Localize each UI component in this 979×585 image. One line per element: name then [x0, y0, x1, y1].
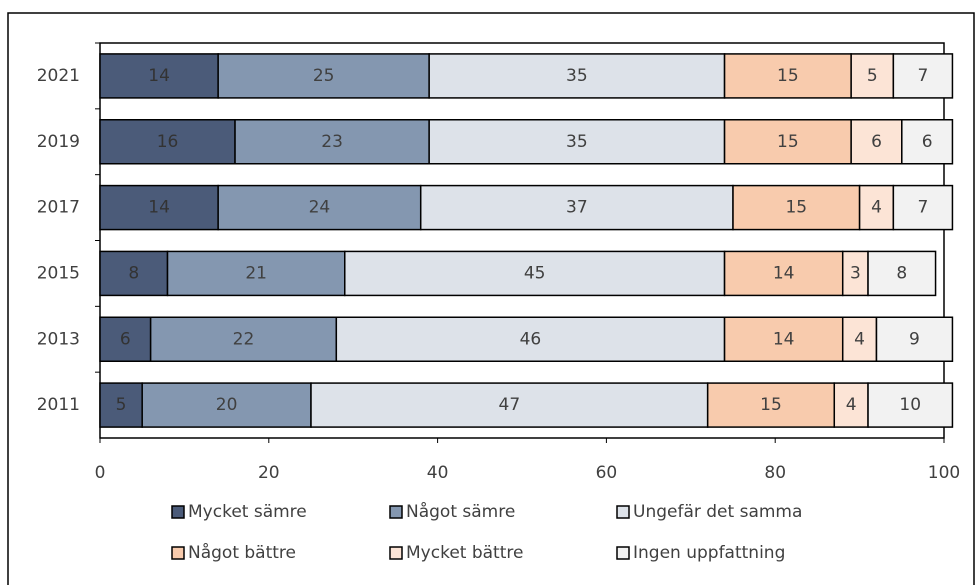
data-label: 7 — [917, 66, 928, 86]
data-label: 24 — [309, 198, 331, 218]
data-label: 14 — [773, 263, 795, 283]
x-tick-label: 60 — [596, 463, 618, 483]
y-tick-label: 2017 — [37, 198, 80, 218]
data-label: 45 — [524, 263, 546, 283]
y-tick-label: 2019 — [37, 132, 80, 152]
data-label: 14 — [148, 66, 170, 86]
bar-segment — [217, 53, 430, 99]
bar-segment — [841, 316, 878, 362]
bar-segment — [867, 382, 954, 428]
legend-swatch — [171, 546, 185, 560]
y-tick-label: 2021 — [37, 66, 80, 86]
data-label: 4 — [846, 395, 857, 415]
legend-swatch — [616, 505, 630, 519]
data-label: 15 — [785, 198, 807, 218]
data-label: 25 — [313, 66, 335, 86]
bar-segment — [149, 316, 338, 362]
legend-label: Något sämre — [406, 501, 515, 522]
legend-label: Ungefär det samma — [633, 502, 802, 522]
bar-segment — [732, 184, 861, 231]
legend-label: Mycket bättre — [406, 543, 523, 563]
bar-segment — [99, 184, 219, 231]
data-label: 14 — [773, 329, 795, 349]
data-label: 23 — [321, 132, 343, 152]
bar-segment — [99, 53, 219, 99]
legend-label: Mycket sämre — [188, 502, 307, 522]
data-label: 7 — [917, 198, 928, 218]
bar-segment — [99, 250, 169, 297]
bar-segment — [841, 250, 869, 297]
bar-segment — [867, 250, 937, 297]
data-label: 3 — [850, 263, 861, 283]
data-label: 8 — [128, 263, 139, 283]
bar-segment — [428, 53, 726, 99]
bar-segment — [892, 184, 954, 231]
bar-segment — [335, 316, 726, 362]
data-label: 46 — [520, 329, 542, 349]
legend-swatch — [389, 546, 403, 560]
data-label: 15 — [777, 132, 799, 152]
data-label: 35 — [566, 66, 588, 86]
bar-segment — [141, 382, 312, 428]
y-tick-label: 2011 — [37, 395, 80, 415]
data-label: 37 — [566, 198, 588, 218]
legend-label: Ingen uppfattning — [633, 543, 785, 563]
data-label: 20 — [216, 395, 238, 415]
bar-segment — [99, 382, 143, 428]
bar-segment — [723, 316, 844, 362]
bar-segment — [892, 53, 954, 99]
x-tick-label: 80 — [764, 463, 786, 483]
bar-segment — [310, 382, 709, 428]
legend-label: Något bättre — [188, 542, 296, 563]
bar-segment — [901, 119, 954, 165]
bar-segment — [875, 316, 954, 362]
data-label: 6 — [120, 329, 131, 349]
x-tick-label: 40 — [427, 463, 449, 483]
data-label: 5 — [116, 395, 127, 415]
data-label: 4 — [871, 198, 882, 218]
data-label: 4 — [854, 329, 865, 349]
chart-frame — [7, 12, 975, 585]
y-tick-label: 2015 — [37, 263, 80, 283]
data-label: 6 — [922, 132, 933, 152]
data-label: 21 — [245, 263, 267, 283]
data-label: 47 — [499, 395, 521, 415]
bar-segment — [723, 250, 844, 297]
data-label: 15 — [777, 66, 799, 86]
data-label: 22 — [233, 329, 255, 349]
legend-swatch — [389, 505, 403, 519]
bar-segment — [850, 53, 895, 99]
x-tick-label: 0 — [95, 463, 106, 483]
bar-segment — [99, 316, 152, 362]
data-label: 10 — [899, 395, 921, 415]
data-label: 35 — [566, 132, 588, 152]
legend-swatch — [616, 546, 630, 560]
data-label: 14 — [148, 198, 170, 218]
legend-swatch — [171, 505, 185, 519]
bar-segment — [723, 119, 852, 165]
data-label: 15 — [760, 395, 782, 415]
data-label: 5 — [867, 66, 878, 86]
data-label: 16 — [157, 132, 179, 152]
x-tick-label: 100 — [928, 463, 960, 483]
y-tick-label: 2013 — [37, 329, 80, 349]
bar-segment — [344, 250, 726, 297]
bar-segment — [166, 250, 346, 297]
data-label: 6 — [871, 132, 882, 152]
bar-segment — [234, 119, 430, 165]
data-label: 9 — [909, 329, 920, 349]
bar-segment — [858, 184, 895, 231]
data-label: 8 — [896, 263, 907, 283]
bar-segment — [833, 382, 869, 428]
x-tick-label: 20 — [258, 463, 280, 483]
